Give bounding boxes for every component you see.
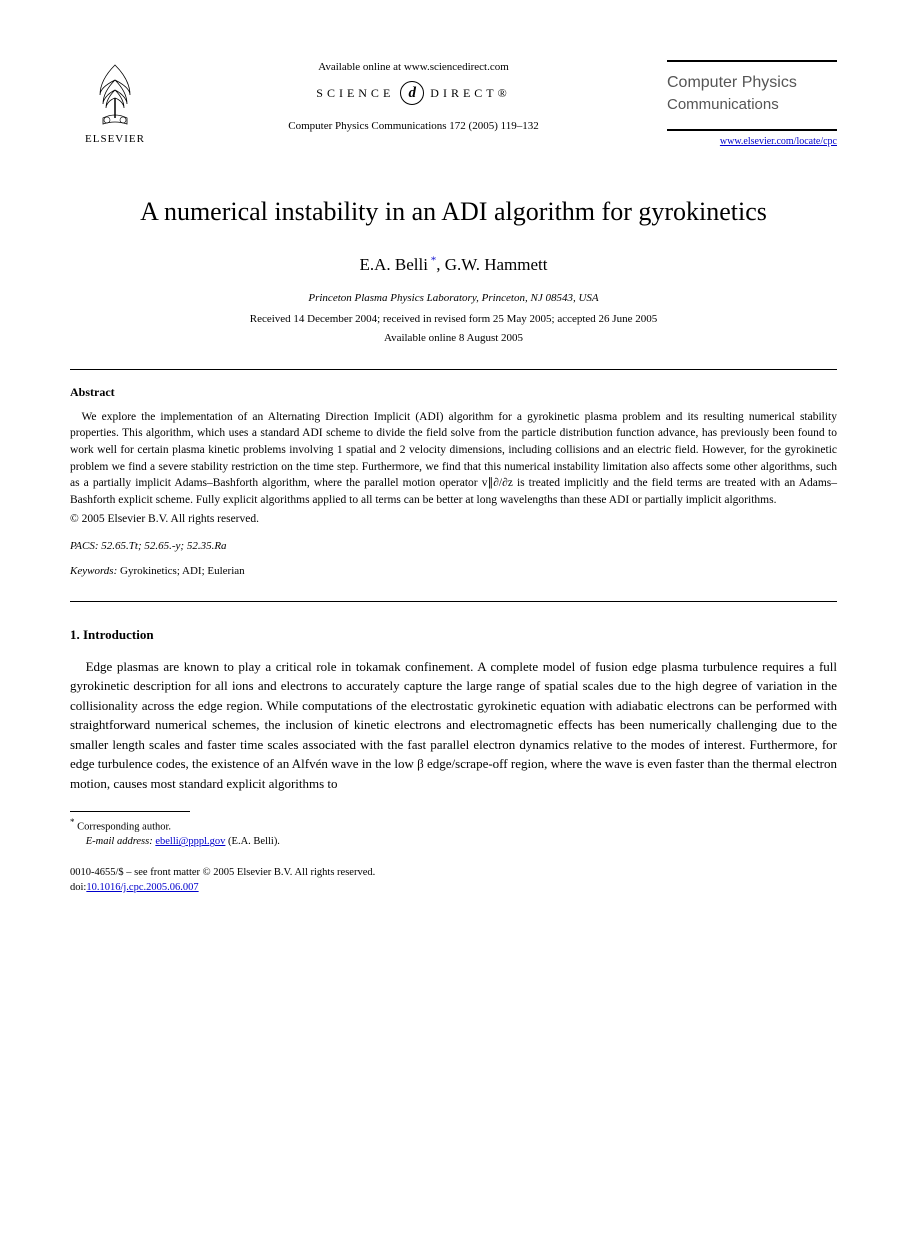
abstract-body: We explore the implementation of an Alte…: [70, 409, 837, 509]
email-paren: (E.A. Belli).: [228, 836, 280, 847]
divider-top: [70, 369, 837, 370]
header-row: ELSEVIER Available online at www.science…: [70, 60, 837, 149]
divider-bottom: [70, 601, 837, 602]
keywords-list: Gyrokinetics; ADI; Eulerian: [120, 565, 245, 577]
article-title: A numerical instability in an ADI algori…: [70, 194, 837, 230]
corresponding-author-label: Corresponding author.: [77, 822, 171, 833]
dates-online: Available online 8 August 2005: [70, 331, 837, 346]
available-online-text: Available online at www.sciencedirect.co…: [180, 60, 647, 75]
introduction-body: Edge plasmas are known to play a critica…: [70, 657, 837, 794]
footer-line1: 0010-4655/$ – see front matter © 2005 El…: [70, 866, 837, 881]
email-label: E-mail address:: [86, 836, 153, 847]
introduction-heading: 1. Introduction: [70, 626, 837, 644]
doi-label: doi:: [70, 882, 86, 893]
footnote-block: * Corresponding author. E-mail address: …: [70, 816, 837, 850]
authors-line: E.A. Belli *, G.W. Hammett: [70, 253, 837, 277]
email-link[interactable]: ebelli@pppl.gov: [155, 836, 225, 847]
affiliation: Princeton Plasma Physics Laboratory, Pri…: [70, 291, 837, 306]
pacs-codes: 52.65.Tt; 52.65.-y; 52.35.Ra: [101, 540, 226, 552]
abstract-copyright: © 2005 Elsevier B.V. All rights reserved…: [70, 511, 837, 527]
journal-name-line2: Communications: [667, 94, 837, 115]
publisher-logo-block: ELSEVIER: [70, 60, 160, 147]
abstract-text: We explore the implementation of an Alte…: [70, 409, 837, 509]
dates-received: Received 14 December 2004; received in r…: [70, 312, 837, 327]
journal-url-link[interactable]: www.elsevier.com/locate/cpc: [667, 135, 837, 149]
pacs-label: PACS:: [70, 540, 99, 552]
doi-link[interactable]: 10.1016/j.cpc.2005.06.007: [86, 882, 198, 893]
pacs-line: PACS: 52.65.Tt; 52.65.-y; 52.35.Ra: [70, 539, 837, 554]
footnote-star-icon: *: [70, 817, 75, 827]
publisher-label: ELSEVIER: [85, 132, 145, 147]
elsevier-tree-icon: [85, 60, 145, 130]
center-header: Available online at www.sciencedirect.co…: [160, 60, 667, 135]
sd-right: DIRECT®: [430, 85, 510, 102]
footer-block: 0010-4655/$ – see front matter © 2005 El…: [70, 866, 837, 895]
keywords-label: Keywords:: [70, 565, 117, 577]
footnote-rule: [70, 811, 190, 812]
journal-title-box: Computer Physics Communications www.else…: [667, 60, 837, 149]
abstract-heading: Abstract: [70, 384, 837, 401]
journal-name-line1: Computer Physics: [667, 72, 837, 94]
science-direct-logo: SCIENCE d DIRECT®: [180, 81, 647, 105]
keywords-line: Keywords: Gyrokinetics; ADI; Eulerian: [70, 564, 837, 579]
author-names: E.A. Belli *, G.W. Hammett: [360, 255, 548, 274]
journal-reference: Computer Physics Communications 172 (200…: [180, 119, 647, 134]
sd-left: SCIENCE: [316, 85, 394, 102]
sd-glyph-icon: d: [400, 81, 424, 105]
